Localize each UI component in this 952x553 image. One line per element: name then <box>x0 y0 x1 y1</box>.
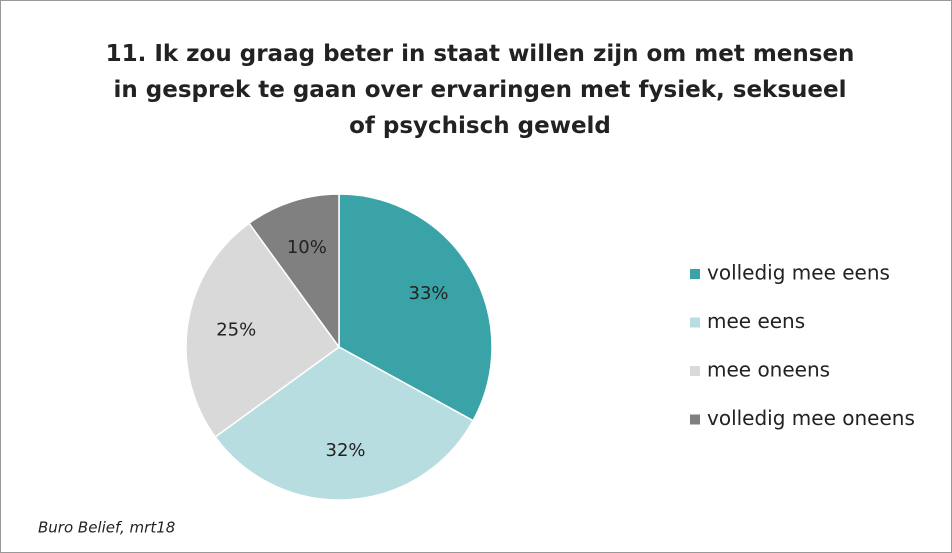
data-label: 32% <box>326 440 366 461</box>
pie-slice <box>248 193 340 350</box>
annotation: Buro Belief, mrt18 <box>38 519 175 537</box>
legend-swatch <box>690 269 700 279</box>
legend-swatch <box>690 414 700 425</box>
chart-title: 11. Ik zou graag beter in staat willen z… <box>105 41 855 139</box>
legend-label: mee oneens <box>707 358 830 382</box>
pie-slice <box>214 346 475 501</box>
legend-label: volledig mee oneens <box>707 406 915 430</box>
legend-swatch <box>690 317 700 328</box>
data-label: 33% <box>409 283 449 304</box>
legend-swatch <box>690 366 700 376</box>
legend-label: volledig mee eens <box>707 261 890 285</box>
data-label: 10% <box>287 237 327 258</box>
legend-label: mee eens <box>707 309 805 333</box>
pie-slice <box>338 193 493 422</box>
data-label: 25% <box>216 320 256 341</box>
pie-slice <box>185 222 341 438</box>
